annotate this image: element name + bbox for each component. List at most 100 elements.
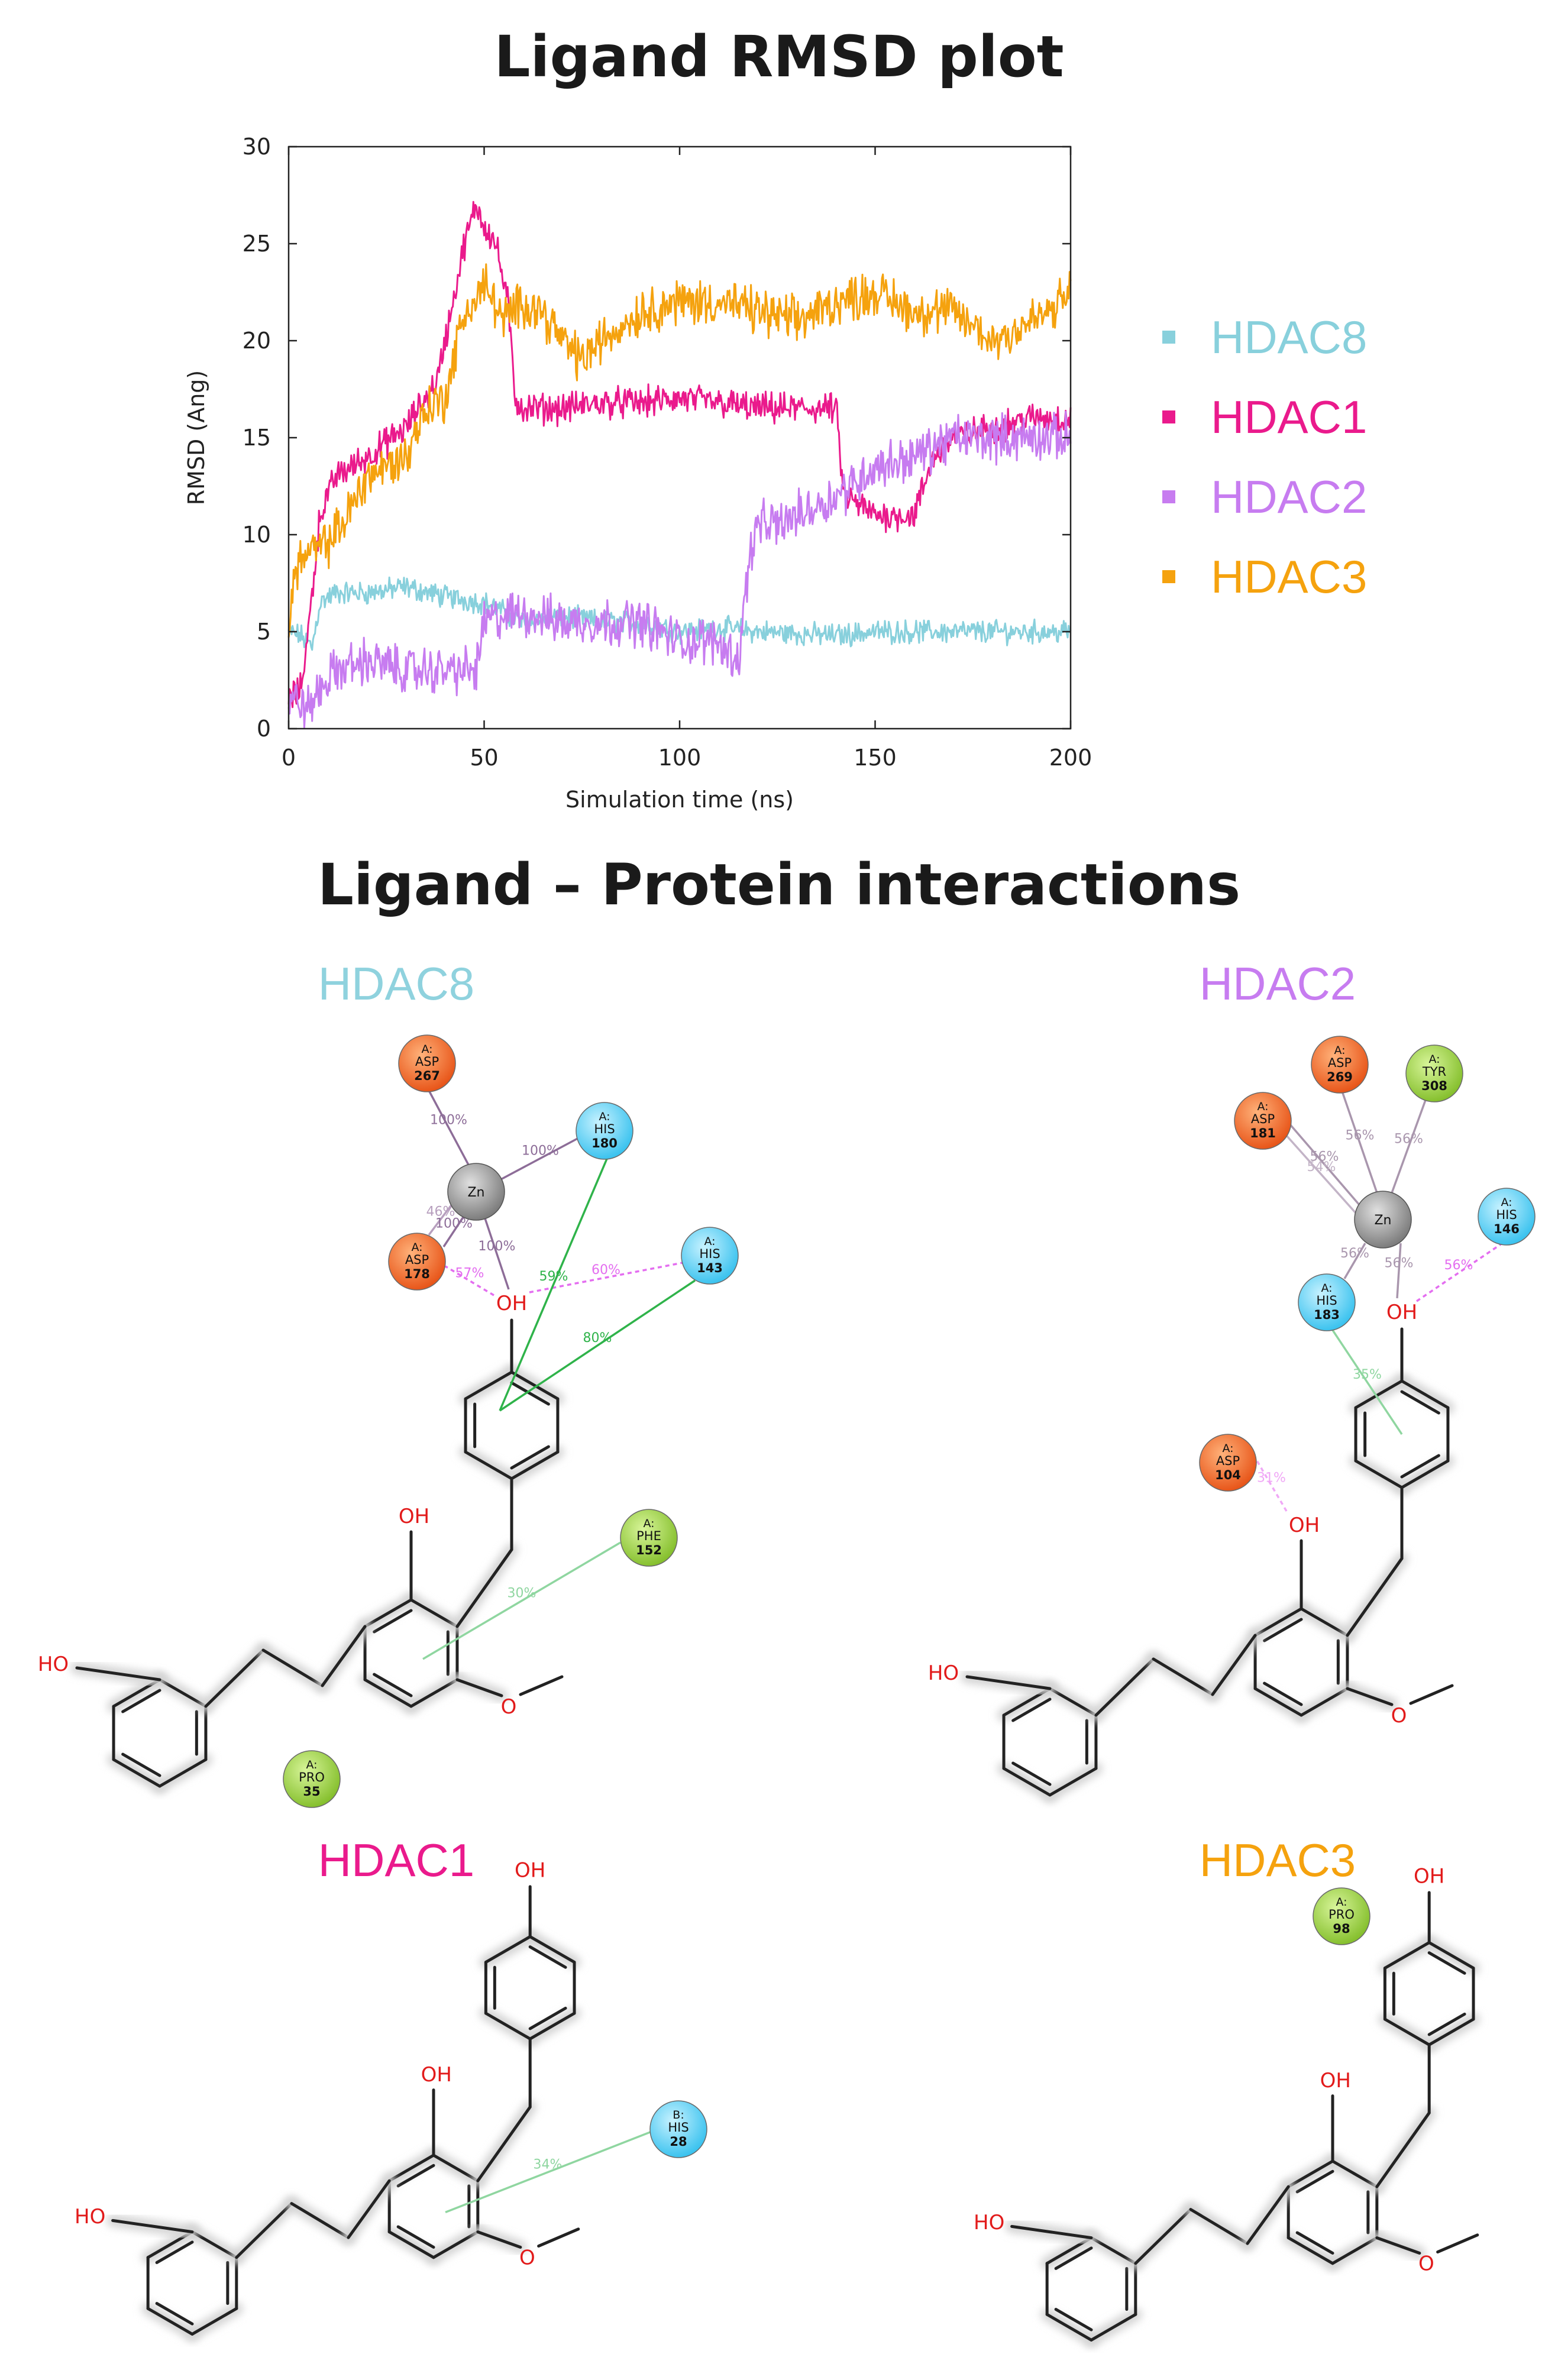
- residue-circle: [1199, 1434, 1257, 1492]
- legend-label-hdac3: HDAC3: [1211, 550, 1368, 603]
- y-tick-label: 5: [257, 619, 271, 645]
- link-asp269-zn: [1342, 1092, 1378, 1194]
- link-zn-his183: [1343, 1243, 1366, 1279]
- link-oh-his143: [529, 1262, 683, 1294]
- bond: [1090, 2313, 1137, 2342]
- link-ring-his143-percent: 80%: [583, 1331, 612, 1346]
- y-tick-label: 30: [243, 134, 271, 160]
- residue-number: 180: [591, 1136, 618, 1150]
- bond: [1090, 2236, 1137, 2265]
- x-axis-label: Simulation time (ns): [565, 787, 794, 813]
- link-ring-his28: [445, 2131, 651, 2214]
- x-tick-label: 0: [282, 745, 296, 771]
- bond: [1354, 1459, 1404, 1489]
- bond: [1427, 1951, 1466, 1975]
- link-oh-asp178: [445, 1265, 494, 1296]
- link-zn-asp178-a: [428, 1202, 454, 1236]
- bond: [1011, 1697, 1052, 1722]
- link-asp269-zn-percent: 56%: [1346, 1128, 1375, 1143]
- residue-name: ASP: [415, 1055, 439, 1069]
- link-oh-his146-percent: 56%: [1444, 1258, 1473, 1273]
- residue-number: 146: [1494, 1222, 1520, 1236]
- series-line-hdac1: [287, 201, 1072, 709]
- bond: [1287, 2159, 1334, 2188]
- bond: [1346, 1557, 1404, 1637]
- bond: [1010, 2224, 1093, 2240]
- bond: [476, 2105, 532, 2182]
- legend-item-hdac3: HDAC3: [1162, 550, 1367, 603]
- residue-number: 178: [404, 1267, 430, 1281]
- residue-circle: [1311, 1036, 1369, 1094]
- bond: [1354, 1379, 1404, 1409]
- link-ring-his180: [499, 1157, 609, 1411]
- residue-chain: A:: [1257, 1100, 1268, 1113]
- bond: [373, 1609, 413, 1634]
- bond: [1346, 1687, 1394, 1706]
- bond: [1253, 1687, 1303, 1717]
- link-oh-asp104-percent: 31%: [1257, 1471, 1286, 1486]
- link-zn-oh-percent: 100%: [479, 1239, 516, 1254]
- series-line-hdac2: [287, 410, 1072, 729]
- bond: [476, 2230, 522, 2249]
- bond: [1189, 2208, 1249, 2245]
- link-ring-phe152-percent: 30%: [508, 1586, 536, 1601]
- bond: [1048, 1767, 1098, 1797]
- residue-name: HIS: [1316, 1294, 1337, 1308]
- bond: [519, 1675, 564, 1696]
- residue-chain: A:: [599, 1110, 610, 1123]
- bond: [528, 1945, 567, 1969]
- link-oh-his146: [1416, 1243, 1501, 1302]
- legend-item-hdac8: HDAC8: [1162, 311, 1367, 364]
- residue-number: 269: [1327, 1070, 1353, 1084]
- bond: [965, 1675, 1052, 1690]
- residue-chain: A:: [1336, 1896, 1347, 1909]
- residue-circle: [620, 1509, 678, 1567]
- residue-chain: A:: [704, 1235, 715, 1248]
- bond: [155, 2240, 194, 2264]
- panel-title-hdac2: HDAC2: [1199, 958, 1356, 1010]
- legend-label-hdac2: HDAC2: [1211, 470, 1368, 523]
- bond: [510, 1370, 560, 1401]
- bond: [387, 2153, 435, 2182]
- residue-name: PHE: [636, 1529, 661, 1543]
- interactions-title: Ligand – Protein interactions: [317, 852, 1241, 918]
- bond: [1331, 2236, 1379, 2265]
- link-asp181-zn-b-percent: 54%: [1307, 1160, 1336, 1175]
- bond: [528, 2012, 576, 2041]
- residue-circle: [283, 1750, 341, 1808]
- residue-number: 98: [1333, 1922, 1350, 1936]
- residue-name: ASP: [1251, 1112, 1275, 1126]
- bond: [1054, 2246, 1093, 2270]
- bond: [1400, 1390, 1440, 1415]
- bond: [1400, 1379, 1450, 1409]
- atom-ho: HO: [38, 1653, 69, 1676]
- x-tick-label: 150: [854, 745, 897, 771]
- residue-chain: A:: [1428, 1053, 1440, 1066]
- residue-circle: [1234, 1092, 1292, 1150]
- bond: [1383, 2017, 1431, 2046]
- bond: [409, 1678, 459, 1708]
- bond: [321, 1625, 367, 1687]
- residue-circle: [388, 1233, 446, 1291]
- residue-number: 308: [1421, 1079, 1447, 1093]
- x-tick-label: 200: [1049, 745, 1092, 771]
- ring-central: [383, 2149, 484, 2264]
- bond: [537, 2227, 580, 2248]
- residue-chain: A:: [421, 1043, 432, 1056]
- bond: [510, 1450, 560, 1480]
- residue-number: 28: [670, 2135, 687, 2149]
- series-line-hdac3: [287, 263, 1072, 638]
- atom-oh-central: OH: [1289, 1514, 1320, 1537]
- link-ring-his183-percent: 35%: [1353, 1367, 1382, 1382]
- bond: [484, 2012, 532, 2041]
- link-ring-phe152: [422, 1541, 621, 1660]
- ring-left: [141, 2225, 243, 2341]
- atom-o-methoxy: O: [501, 1695, 517, 1719]
- residue-chain: A:: [1222, 1442, 1233, 1455]
